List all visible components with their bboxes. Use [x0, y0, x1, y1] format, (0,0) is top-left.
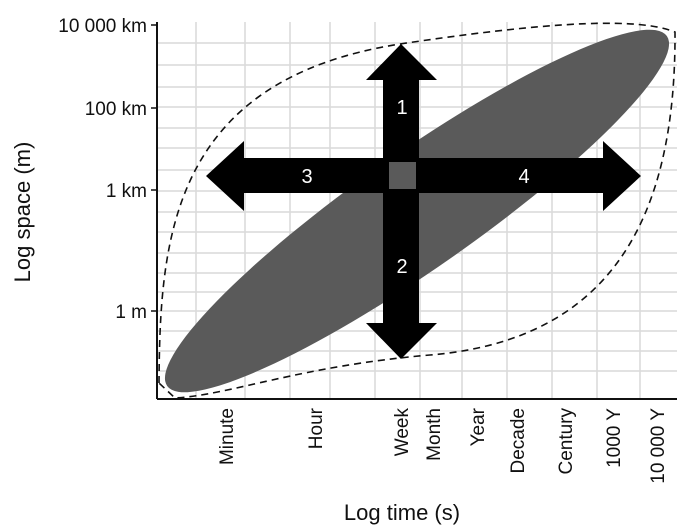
- y-tick-label: 100 km: [85, 99, 147, 120]
- x-tick-label: Decade: [508, 408, 529, 474]
- center-square: [389, 162, 416, 189]
- arrow-label-4: 4: [518, 166, 529, 188]
- y-tick-label: 10 000 km: [58, 16, 147, 37]
- axes: [156, 22, 677, 400]
- cross-arrows: [206, 44, 641, 359]
- arrow-left: [206, 141, 403, 211]
- x-tick-label: Month: [424, 408, 445, 461]
- x-tick-label: Century: [556, 408, 577, 475]
- x-tick-label: 10 000 Y: [648, 408, 669, 484]
- arrow-down: [366, 175, 437, 359]
- arrow-right: [400, 141, 641, 211]
- x-tick-label: 1000 Y: [604, 408, 625, 468]
- x-tick-label: Minute: [217, 408, 238, 465]
- y-tick-label: 1 km: [106, 181, 147, 202]
- arrow-up: [366, 44, 437, 177]
- x-axis-title: Log time (s): [344, 500, 460, 525]
- y-axis-title: Log space (m): [10, 142, 35, 283]
- arrow-label-1: 1: [396, 97, 407, 119]
- y-tick-label: 1 m: [115, 302, 147, 323]
- arrow-label-2: 2: [396, 256, 407, 278]
- dashed-envelope: [158, 22, 676, 399]
- x-tick-label: Year: [468, 407, 489, 446]
- x-tick-label: Week: [392, 408, 413, 457]
- arrow-label-3: 3: [301, 166, 312, 188]
- tick-marks: [151, 24, 157, 312]
- x-tick-label: Hour: [306, 407, 327, 449]
